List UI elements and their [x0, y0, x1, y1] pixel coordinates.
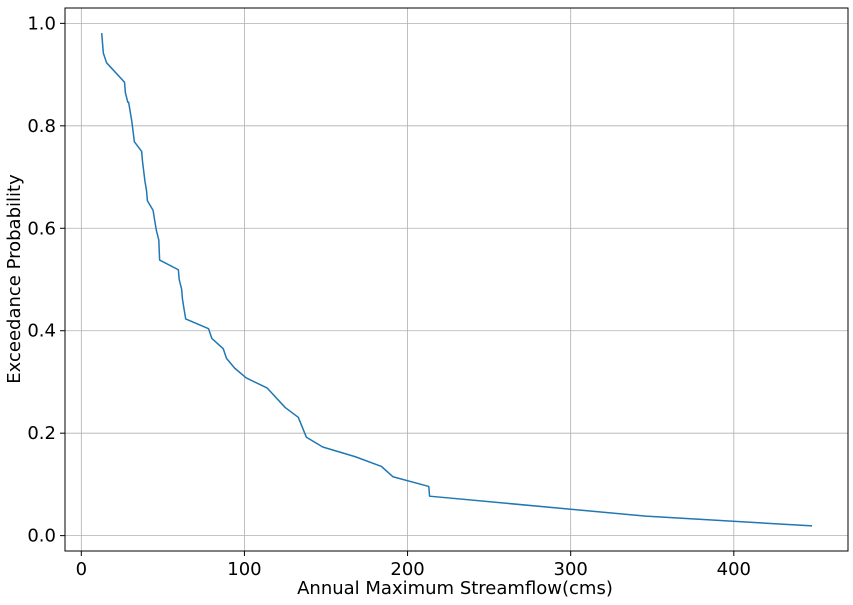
- grid-layer: [65, 8, 848, 551]
- y-tick-label: 0.0: [27, 526, 56, 547]
- y-tick-label: 0.6: [27, 218, 56, 239]
- y-tick-label: 0.4: [27, 321, 56, 342]
- x-tick-label: 200: [390, 559, 424, 580]
- x-tick-label: 300: [554, 559, 588, 580]
- series-line: [100, 33, 813, 527]
- y-tick-label: 1.0: [27, 13, 56, 34]
- x-tick-label: 400: [717, 559, 751, 580]
- x-axis-label: Annual Maximum Streamflow(cms): [297, 578, 613, 599]
- plot-area-frame: [64, 7, 849, 552]
- y-tick-label: 0.2: [27, 423, 56, 444]
- tick-layer: 0 100 200 300 400 0.0 0.2 0.4 0.6 0.8 1.0: [27, 13, 751, 580]
- x-tick-label: 0: [76, 559, 87, 580]
- y-axis-label: Exceedance Probability: [4, 174, 25, 384]
- x-tick-label: 100: [227, 559, 261, 580]
- series-layer: [100, 33, 813, 527]
- y-tick-label: 0.8: [27, 116, 56, 137]
